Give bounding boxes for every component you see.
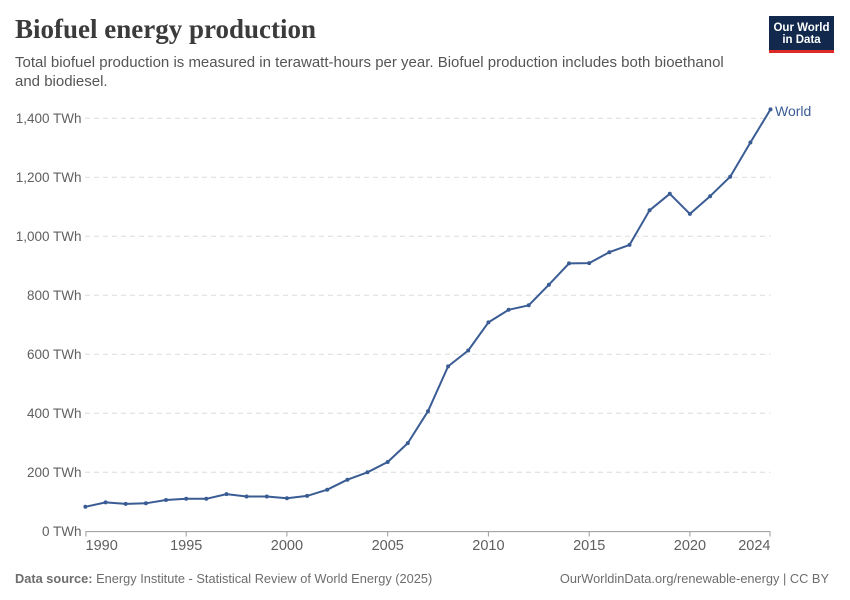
svg-text:800 TWh: 800 TWh: [27, 288, 82, 303]
svg-text:600 TWh: 600 TWh: [27, 347, 82, 362]
svg-text:2010: 2010: [472, 538, 504, 554]
svg-text:1995: 1995: [170, 538, 202, 554]
svg-text:World: World: [775, 103, 811, 119]
svg-text:2020: 2020: [674, 538, 706, 554]
svg-text:2005: 2005: [372, 538, 404, 554]
svg-text:2015: 2015: [573, 538, 605, 554]
svg-text:1,000 TWh: 1,000 TWh: [16, 229, 82, 244]
svg-text:1,200 TWh: 1,200 TWh: [16, 170, 82, 185]
svg-text:1,400 TWh: 1,400 TWh: [16, 111, 82, 126]
svg-text:0 TWh: 0 TWh: [42, 524, 82, 539]
svg-text:200 TWh: 200 TWh: [27, 465, 82, 480]
svg-text:2024: 2024: [738, 538, 770, 554]
svg-text:2000: 2000: [271, 538, 303, 554]
svg-text:400 TWh: 400 TWh: [27, 406, 82, 421]
svg-text:1990: 1990: [86, 538, 118, 554]
